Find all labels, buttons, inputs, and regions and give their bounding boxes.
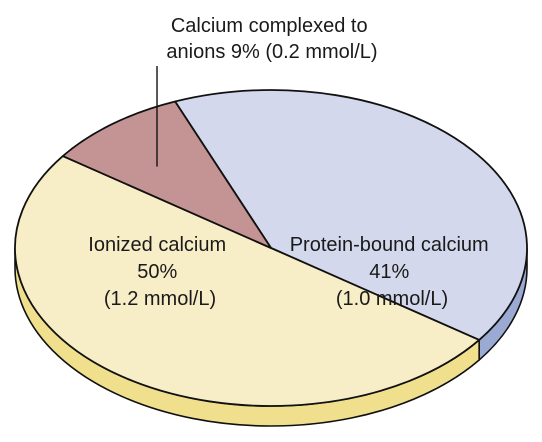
slice-label-protein-bound-line-1: Protein-bound calcium — [290, 234, 489, 256]
slice-label-ionized: Ionized calcium 50% (1.2 mmol/L) — [88, 234, 231, 310]
slice-label-protein-bound: Protein-bound calcium 41% (1.0 mmol/L) — [290, 234, 495, 310]
slice-label-complexed-line-1: Calcium complexed to — [171, 15, 368, 37]
pie-slice-protein-bound-calcium — [174, 89, 528, 341]
slice-label-protein-bound-line-2: 41% — [369, 261, 409, 283]
slice-label-protein-bound-line-3: (1.0 mmol/L) — [336, 288, 448, 310]
pie-slice-ionized-calcium — [14, 155, 481, 407]
slice-label-complexed: Calcium complexed to anions 9% (0.2 mmol… — [166, 15, 377, 63]
slice-label-ionized-line-2: 50% — [137, 261, 177, 283]
pie-top-slices — [14, 89, 528, 407]
slice-label-ionized-line-3: (1.2 mmol/L) — [104, 288, 216, 310]
slice-label-complexed-line-2: anions 9% (0.2 mmol/L) — [166, 41, 377, 63]
pie-slice-calcium-complexed-to-anions — [61, 100, 272, 249]
slice-label-ionized-line-1: Ionized calcium — [88, 234, 226, 256]
